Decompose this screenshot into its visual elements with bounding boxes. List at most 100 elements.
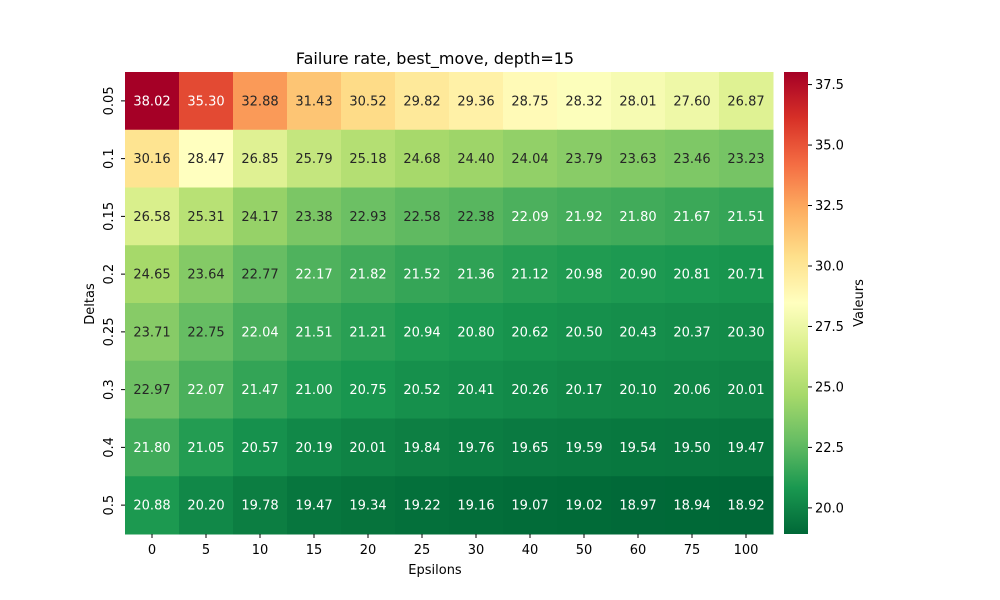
cell-value-label: 19.34: [349, 499, 386, 514]
heatmap-cell: [179, 72, 234, 131]
heatmap-cell: [611, 303, 666, 362]
cell-value-label: 26.58: [133, 210, 170, 225]
cell-value-label: 25.18: [349, 152, 386, 167]
cell-value-label: 20.20: [187, 499, 224, 514]
cell-value-label: 22.97: [133, 383, 170, 398]
heatmap-cell: [503, 129, 558, 188]
cell-value-label: 18.97: [619, 499, 656, 514]
cell-value-label: 19.76: [457, 441, 494, 456]
cell-value-label: 23.38: [295, 210, 332, 225]
cell-value-label: 22.58: [403, 210, 440, 225]
heatmap-cell: [179, 418, 234, 477]
cell-value-label: 31.43: [295, 94, 332, 109]
cell-value-label: 18.92: [727, 499, 764, 514]
heatmap-cell: [179, 360, 234, 419]
cell-value-label: 22.09: [511, 210, 548, 225]
cell-value-label: 24.68: [403, 152, 440, 167]
cell-value-label: 27.60: [673, 94, 710, 109]
cell-value-label: 21.52: [403, 268, 440, 283]
cell-value-label: 23.63: [619, 152, 656, 167]
heatmap-cell: [557, 129, 612, 188]
cell-value-label: 29.82: [403, 94, 440, 109]
heatmap-cell: [449, 245, 504, 304]
cell-value-label: 18.94: [673, 499, 710, 514]
cell-value-label: 20.19: [295, 441, 332, 456]
heatmap-cell: [341, 187, 396, 246]
y-axis-title: Deltas: [83, 283, 98, 325]
cell-value-label: 20.52: [403, 383, 440, 398]
heatmap-cell: [611, 245, 666, 304]
heatmap-cell: [341, 418, 396, 477]
cell-value-label: 38.02: [133, 94, 170, 109]
y-tick-label: 0.15: [102, 202, 117, 231]
heatmap-cell: [233, 476, 288, 535]
cell-value-label: 20.88: [133, 499, 170, 514]
x-tick-label: 25: [414, 543, 431, 558]
heatmap-cells: 38.02 35.30 32.88 31.43 30.52 29.82 29.36 28.75…: [125, 72, 774, 535]
cell-value-label: 35.30: [187, 94, 224, 109]
heatmap-cell: [719, 129, 774, 188]
cell-value-label: 28.01: [619, 94, 656, 109]
heatmap-cell: [233, 418, 288, 477]
cell-value-label: 23.71: [133, 325, 170, 340]
cell-value-label: 19.54: [619, 441, 656, 456]
cell-value-label: 20.17: [565, 383, 602, 398]
heatmap-cell: [503, 303, 558, 362]
heatmap-cell: [341, 303, 396, 362]
heatmap-cell: [179, 476, 234, 535]
heatmap-cell: [125, 360, 180, 419]
cell-value-label: 19.02: [565, 499, 602, 514]
x-tick-label: 0: [148, 543, 156, 558]
heatmap-cell: [395, 245, 450, 304]
y-tick-label: 0.1: [102, 148, 117, 169]
cell-value-label: 22.77: [241, 268, 278, 283]
y-axis-ticks: 0.05 0.1 0.15 0.2 0.25 0.3 0.4 0.5: [102, 86, 125, 515]
cell-value-label: 23.64: [187, 268, 224, 283]
y-tick-label: 0.25: [102, 317, 117, 346]
heatmap-cell: [179, 303, 234, 362]
heatmap-cell: [449, 476, 504, 535]
cell-value-label: 19.47: [295, 499, 332, 514]
cell-value-label: 21.00: [295, 383, 332, 398]
heatmap-cell: [233, 360, 288, 419]
cell-value-label: 20.01: [727, 383, 764, 398]
cell-value-label: 23.23: [727, 152, 764, 167]
heatmap-cell: [233, 187, 288, 246]
cell-value-label: 21.51: [727, 210, 764, 225]
colorbar-tick-label: 22.5: [815, 441, 844, 456]
cell-value-label: 22.38: [457, 210, 494, 225]
heatmap-cell: [665, 187, 720, 246]
heatmap-cell: [665, 129, 720, 188]
x-tick-label: 75: [684, 543, 701, 558]
colorbar-tick-label: 35.0: [815, 139, 844, 154]
chart-title: Failure rate, best_move, depth=15: [296, 49, 574, 69]
cell-value-label: 19.47: [727, 441, 764, 456]
heatmap-cell: [125, 245, 180, 304]
heatmap-cell: [719, 476, 774, 535]
heatmap-cell: [503, 418, 558, 477]
colorbar-tick-label: 37.5: [815, 78, 844, 93]
cell-value-label: 20.43: [619, 325, 656, 340]
heatmap-cell: [341, 245, 396, 304]
cell-value-label: 20.98: [565, 268, 602, 283]
cell-value-label: 20.90: [619, 268, 656, 283]
x-tick-label: 50: [576, 543, 593, 558]
heatmap-cell: [395, 187, 450, 246]
cell-value-label: 22.17: [295, 268, 332, 283]
heatmap-cell: [449, 72, 504, 131]
cell-value-label: 20.57: [241, 441, 278, 456]
cell-value-label: 25.79: [295, 152, 332, 167]
cell-value-label: 19.78: [241, 499, 278, 514]
heatmap-cell: [449, 303, 504, 362]
x-tick-label: 5: [202, 543, 210, 558]
heatmap-cell: [557, 187, 612, 246]
cell-value-label: 20.06: [673, 383, 710, 398]
heatmap-cell: [287, 303, 342, 362]
heatmap-cell: [449, 360, 504, 419]
heatmap-cell: [449, 129, 504, 188]
heatmap-cell: [125, 303, 180, 362]
heatmap-cell: [503, 360, 558, 419]
heatmap-cell: [719, 360, 774, 419]
heatmap-cell: [719, 187, 774, 246]
